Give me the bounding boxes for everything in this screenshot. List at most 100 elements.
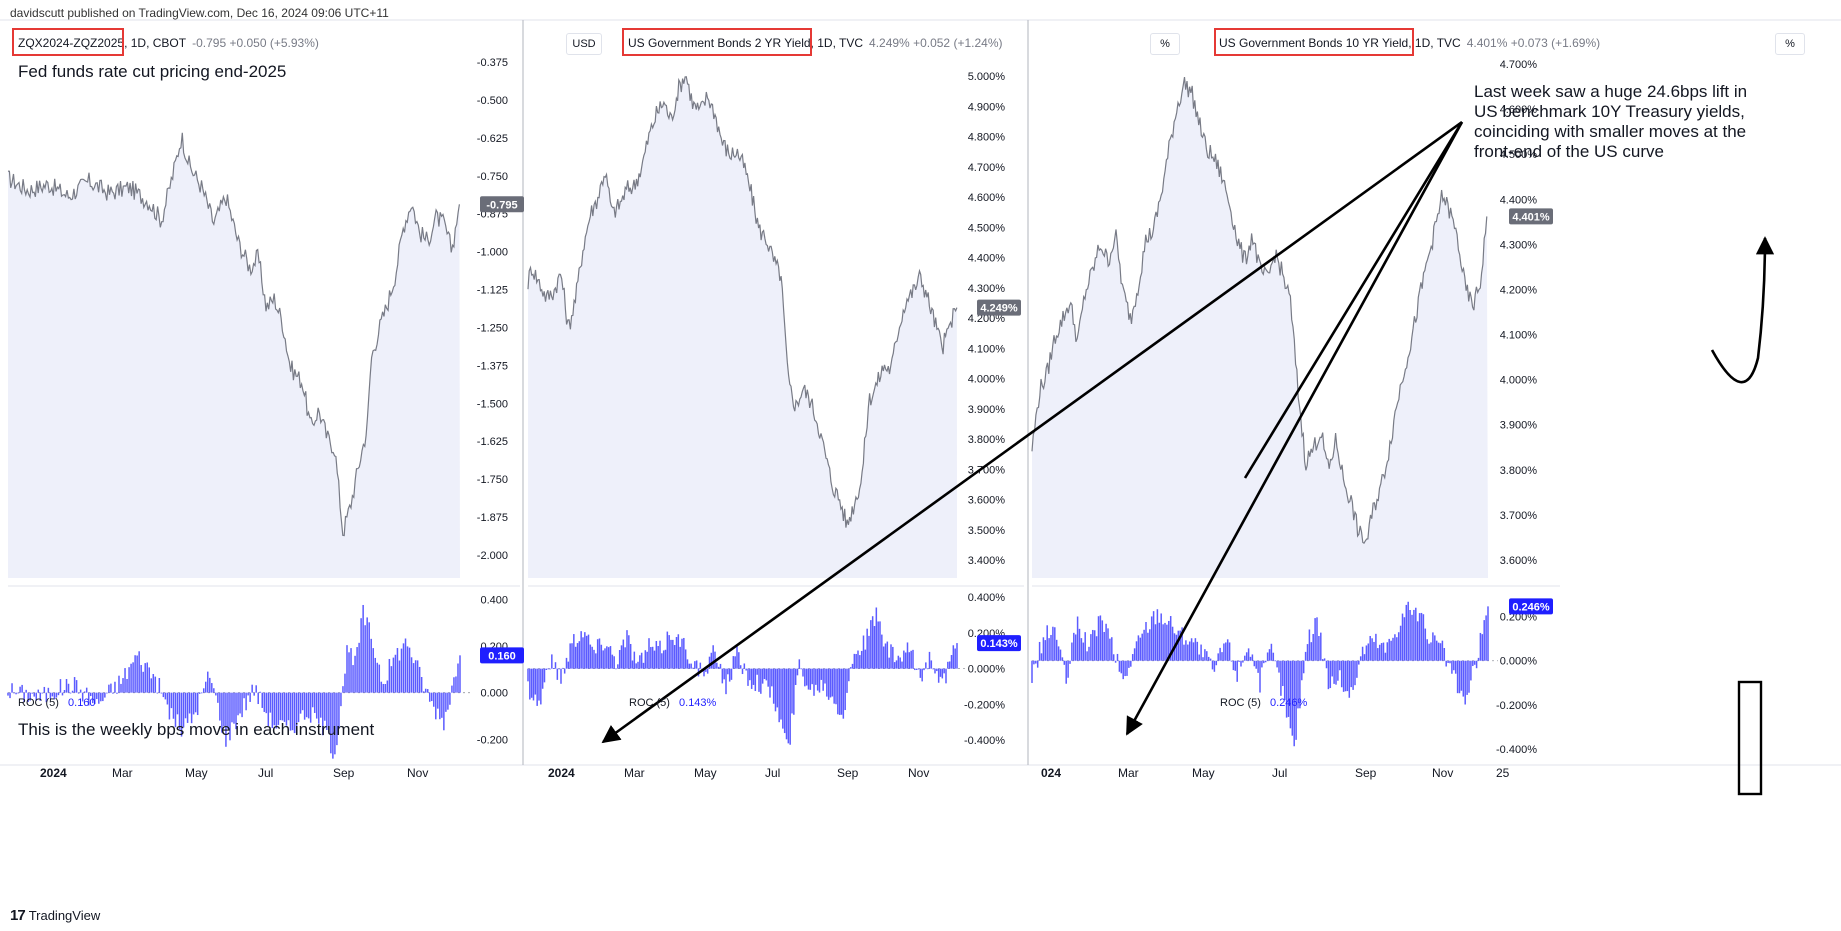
roc-bar (235, 692, 237, 730)
roc-bar (166, 692, 169, 705)
roc-bar (289, 692, 292, 731)
roc-bar (1207, 656, 1210, 661)
roc-bar (679, 646, 681, 669)
roc-bar (1346, 660, 1349, 692)
roc-bar (1202, 657, 1204, 661)
roc-bar (255, 685, 257, 693)
roc-bar (453, 677, 455, 693)
callout-arrow-roc (1125, 121, 1464, 736)
roc-bar (1154, 624, 1157, 661)
annotation-layer (601, 120, 1775, 796)
roc-bar (941, 668, 944, 679)
roc-bar (756, 668, 758, 675)
roc-bar (650, 647, 652, 669)
roc-bar (227, 692, 229, 729)
roc-bar (63, 690, 66, 693)
roc-bar (318, 692, 320, 724)
roc-bar (1225, 642, 1227, 661)
roc-bar (59, 679, 62, 693)
roc-bar (297, 692, 300, 723)
roc-bar (749, 668, 751, 681)
roc-bar (939, 668, 942, 677)
roc-bar (853, 653, 856, 669)
roc-bar (1236, 660, 1238, 682)
roc-bar (154, 676, 157, 693)
roc-bar (789, 668, 791, 745)
roc-bar (1435, 640, 1438, 661)
interval: 1D (130, 36, 147, 50)
roc-bar (1282, 660, 1284, 687)
roc-bar (1249, 656, 1252, 661)
y-tick-label: 3.600% (968, 495, 1006, 507)
tradingview-logo-text: TradingView (28, 908, 101, 923)
x-tick-label: Mar (112, 766, 133, 780)
roc-bar (598, 638, 601, 669)
roc-bar (1171, 626, 1174, 661)
roc-bar (265, 692, 268, 714)
x-tick-label: 2024 (548, 766, 575, 780)
x-tick-label: Sep (333, 766, 355, 780)
roc-bar (273, 692, 276, 726)
roc-bar (122, 678, 124, 693)
roc-bar (688, 663, 691, 669)
roc-bar (1428, 643, 1430, 661)
roc-bar (1340, 660, 1343, 688)
roc-bar (791, 668, 793, 714)
callout-line-4: front-end of the US curve (1474, 142, 1664, 161)
roc-bar (628, 635, 630, 669)
y-tick-label: 4.700% (968, 162, 1006, 174)
roc-bar (1477, 657, 1480, 661)
roc-bar (1278, 660, 1280, 673)
y-tick-label: 3.800% (968, 434, 1006, 446)
roc-bar (1118, 660, 1121, 672)
roc-bar (344, 673, 346, 693)
x-tick-label: 024 (1041, 766, 1061, 780)
y-tick-label: 4.600% (968, 192, 1006, 204)
currency-button-pct-2y[interactable]: % (1150, 33, 1180, 55)
roc-y-tick-label: -0.400% (1496, 744, 1537, 756)
y-tick-label: -0.375 (477, 57, 508, 69)
last-price-label: 4.249% (980, 303, 1018, 315)
roc-bar (1342, 660, 1345, 692)
roc-bar (785, 668, 788, 740)
roc-bar (75, 680, 78, 693)
change-value: +0.050 (229, 36, 267, 50)
roc-bar (1386, 642, 1389, 661)
currency-button-usd[interactable]: USD (566, 33, 602, 55)
roc-bar (1464, 660, 1466, 705)
currency-button-pct-10y[interactable]: % (1775, 33, 1805, 55)
roc-bar (67, 683, 70, 693)
roc-bar (200, 692, 203, 694)
roc-bar (1137, 635, 1140, 661)
interval: 1D (1414, 36, 1431, 50)
roc-bar (948, 661, 951, 669)
roc-bar (25, 689, 27, 693)
roc-bar (585, 635, 588, 669)
roc-bar (362, 604, 364, 693)
roc-bar (574, 646, 577, 669)
roc-bar (1116, 653, 1119, 661)
last-value: 4.249% (869, 36, 910, 50)
roc-bar (426, 689, 429, 693)
roc-bar (368, 622, 370, 693)
roc-bar (741, 668, 744, 675)
roc-bar (1359, 656, 1362, 661)
roc-bar (358, 642, 360, 693)
roc-bar (1396, 637, 1398, 661)
roc-bar (945, 668, 947, 684)
roc-bar (904, 652, 907, 669)
y-tick-label: -1.375 (477, 360, 508, 372)
y-tick-label: 4.800% (968, 132, 1006, 144)
roc-bar (29, 692, 31, 701)
roc-bar (47, 687, 50, 693)
roc-bar (934, 668, 936, 674)
roc-bar (1175, 634, 1178, 661)
roc-bar (1090, 634, 1092, 661)
roc-bar (114, 681, 116, 693)
roc-bar (1114, 660, 1117, 663)
y-tick-label: 4.300% (1500, 239, 1538, 251)
roc-bar (1283, 660, 1286, 700)
roc-bar (846, 668, 848, 693)
roc-bar (328, 692, 330, 733)
